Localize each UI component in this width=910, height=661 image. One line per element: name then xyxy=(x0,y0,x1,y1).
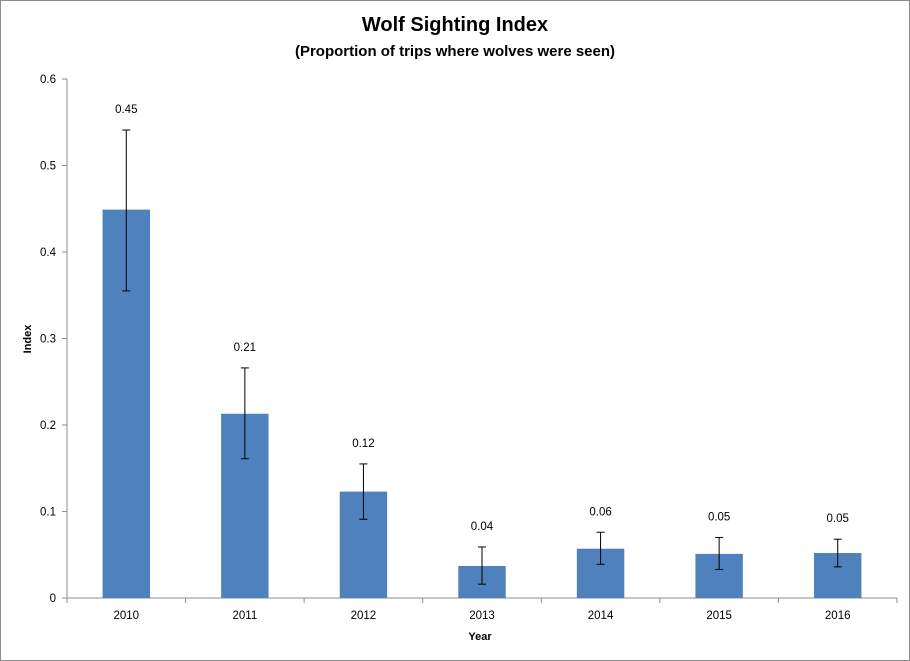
data-label: 0.04 xyxy=(471,521,494,533)
chart-title: Wolf Sighting Index xyxy=(362,14,548,36)
y-tick-label: 0 xyxy=(50,593,56,605)
data-label: 0.45 xyxy=(115,104,137,116)
x-tick-label: 2014 xyxy=(588,610,614,622)
x-tick-label: 2012 xyxy=(351,610,377,622)
x-tick-label: 2015 xyxy=(706,610,732,622)
x-tick-label: 2011 xyxy=(232,610,257,622)
bars: 0.45 0.21 0.12 0.04 0.06 0.05 0.05 xyxy=(102,104,862,599)
y-tick-label: 0.1 xyxy=(40,507,56,519)
y-axis-label: Index xyxy=(22,324,34,354)
x-tick-label: 2016 xyxy=(825,610,851,622)
chart-subtitle: (Proportion of trips where wolves were s… xyxy=(295,43,615,60)
x-tick-label: 2010 xyxy=(113,610,139,622)
y-tick-label: 0.5 xyxy=(40,161,56,173)
data-label: 0.12 xyxy=(352,438,374,450)
data-label: 0.05 xyxy=(708,511,730,523)
y-axis: 0 0.1 0.2 0.3 0.4 0.5 0.6 xyxy=(40,74,68,605)
x-axis-label: Year xyxy=(468,631,492,643)
y-tick-label: 0.4 xyxy=(40,247,57,259)
x-axis: 2010 2011 2012 2013 2014 2015 2016 xyxy=(66,597,898,622)
x-tick-label: 2013 xyxy=(469,610,495,622)
data-label: 0.05 xyxy=(827,513,849,525)
y-tick-label: 0.6 xyxy=(40,74,56,86)
y-tick-label: 0.3 xyxy=(40,334,56,346)
data-label: 0.06 xyxy=(589,506,611,518)
data-label: 0.21 xyxy=(234,342,256,354)
y-tick-label: 0.2 xyxy=(40,420,56,432)
